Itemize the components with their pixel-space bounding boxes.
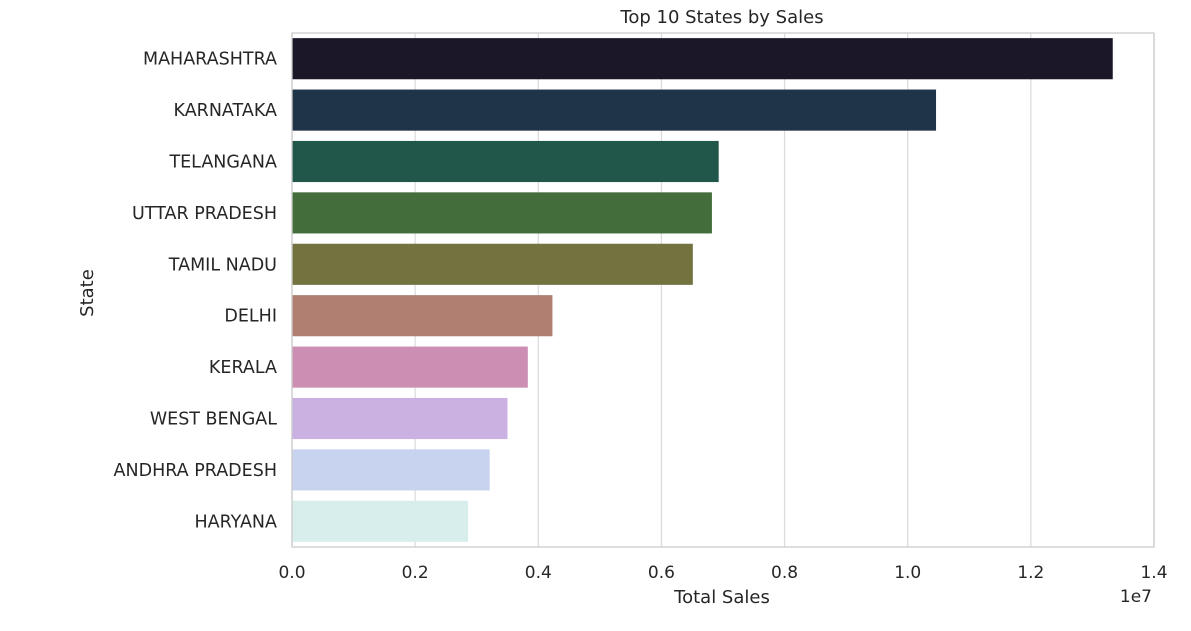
bar-uttar-pradesh bbox=[292, 192, 712, 234]
x-offset-label: 1e7 bbox=[1120, 587, 1152, 607]
bars bbox=[292, 38, 1113, 542]
bar-andhra-pradesh bbox=[292, 449, 490, 491]
bar-west-bengal bbox=[292, 397, 508, 440]
x-tick-label: 0.0 bbox=[278, 563, 305, 583]
category-label: TAMIL NADU bbox=[168, 255, 277, 275]
category-label: ANDHRA PRADESH bbox=[114, 461, 277, 481]
category-label: UTTAR PRADESH bbox=[132, 204, 277, 224]
x-tick-labels: 0.0 0.2 0.4 0.6 0.8 1.0 1.2 1.4 bbox=[278, 563, 1167, 583]
category-label: HARYANA bbox=[194, 512, 277, 532]
category-label: KERALA bbox=[209, 358, 277, 378]
x-tick-label: 0.4 bbox=[525, 563, 552, 583]
y-axis-label: State bbox=[77, 269, 98, 317]
chart-title: Top 10 States by Sales bbox=[619, 7, 823, 28]
x-tick-label: 0.6 bbox=[648, 563, 675, 583]
x-tick-label: 1.4 bbox=[1140, 563, 1167, 583]
bar-haryana bbox=[292, 500, 469, 542]
plot-frame bbox=[291, 32, 1155, 548]
x-tick-label: 1.0 bbox=[894, 563, 921, 583]
category-label: TELANGANA bbox=[168, 153, 277, 173]
bar-telangana bbox=[292, 140, 719, 183]
bar-karnataka bbox=[292, 89, 937, 131]
category-label: WEST BENGAL bbox=[150, 410, 277, 430]
category-label: DELHI bbox=[224, 307, 277, 327]
category-label: KARNATAKA bbox=[174, 101, 277, 121]
category-labels: MAHARASHTRA KARNATAKA TELANGANA UTTAR PRADE… bbox=[114, 50, 278, 533]
bar-kerala bbox=[292, 346, 528, 388]
bar-tamil-nadu bbox=[292, 243, 693, 285]
x-tick-label: 0.8 bbox=[771, 563, 798, 583]
bar-delhi bbox=[292, 295, 553, 337]
bar-maharashtra bbox=[292, 38, 1113, 80]
x-tick-label: 0.2 bbox=[402, 563, 429, 583]
x-tick-label: 1.2 bbox=[1017, 563, 1044, 583]
x-axis-label: Total Sales bbox=[673, 587, 770, 608]
category-label: MAHARASHTRA bbox=[143, 50, 277, 70]
